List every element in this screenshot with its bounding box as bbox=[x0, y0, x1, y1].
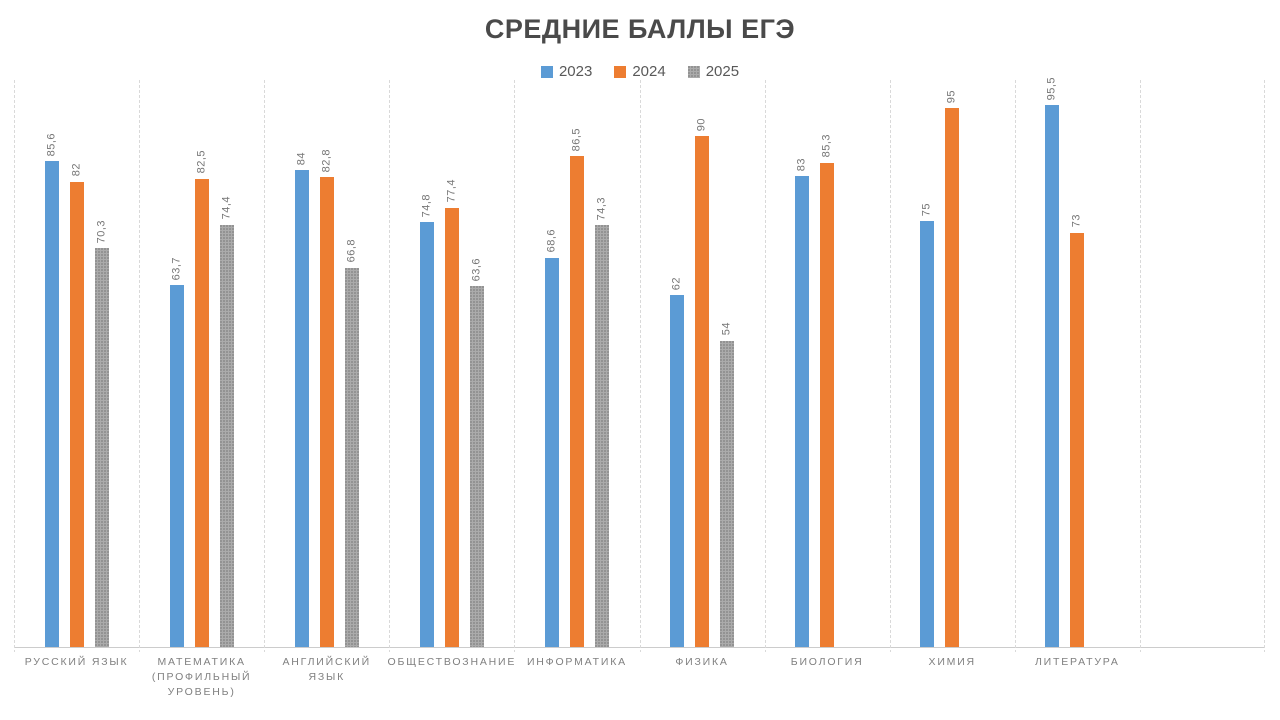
vertical-gridline bbox=[639, 80, 641, 652]
bar-value-label: 83 bbox=[795, 157, 808, 171]
bar-2023: 85,6 bbox=[44, 133, 59, 647]
bar-2024: 95 bbox=[945, 90, 960, 647]
vertical-gridline bbox=[764, 80, 766, 652]
bar-value-label: 74,4 bbox=[220, 196, 233, 220]
bar-value-label: 63,6 bbox=[470, 257, 483, 282]
category-label: ХИМИЯ bbox=[928, 656, 976, 668]
bar-2025: 70,3 bbox=[94, 220, 109, 647]
bar-2024: 86,5 bbox=[569, 128, 584, 647]
vertical-gridline bbox=[514, 80, 516, 652]
bar-value-label: 73 bbox=[1070, 214, 1083, 228]
bar-group: 68,6 86,5 74,3 ИНФОРМАТИКА bbox=[514, 79, 639, 668]
bar-value-label: 54 bbox=[720, 322, 733, 336]
legend-label-2023: 2023 bbox=[558, 63, 593, 80]
bar-2023: 75 bbox=[920, 203, 935, 647]
category-label: МАТЕМАТИКА (ПРОФИЛЬНЫЙ УРОВЕНЬ) bbox=[151, 656, 252, 698]
bar-2023: 84 bbox=[294, 152, 309, 647]
vertical-gridline bbox=[139, 80, 141, 652]
bar-2023: 63,7 bbox=[169, 257, 184, 647]
legend: 2023 2024 2025 bbox=[0, 63, 1280, 80]
legend-item-2023: 2023 bbox=[540, 63, 593, 80]
bar-2025: 63,6 bbox=[469, 258, 484, 647]
bar-2025: 74,4 bbox=[219, 196, 234, 647]
category-label: ФИЗИКА bbox=[675, 656, 729, 668]
legend-swatch-2024-icon bbox=[614, 65, 627, 78]
category-label: ОБЩЕСТВОЗНАНИЕ bbox=[387, 656, 517, 668]
category-label: ИНФОРМАТИКА bbox=[526, 656, 627, 668]
bar-group: 95,5 73 ЛИТЕРАТУРА bbox=[1015, 77, 1140, 668]
bar-value-label: 95,5 bbox=[1045, 76, 1058, 100]
vertical-gridline bbox=[1014, 80, 1016, 652]
bar-value-label: 63,7 bbox=[170, 257, 183, 281]
bar-value-label: 68,6 bbox=[545, 229, 558, 253]
bar-2025: 74,3 bbox=[594, 197, 609, 647]
legend-item-2025: 2025 bbox=[687, 63, 740, 80]
plot-area: 85,6 82 70,3 РУССКИЙ ЯЗЫК 63,7 82,5 74,4 МАТЕМА… bbox=[14, 77, 1265, 698]
bar-group: 83 85,3 БИОЛОГИЯ bbox=[765, 79, 890, 668]
vertical-gridline bbox=[1139, 80, 1141, 652]
bar-2023: 68,6 bbox=[544, 229, 559, 647]
bar-value-label: 66,8 bbox=[345, 239, 358, 263]
bar-2023: 62 bbox=[670, 277, 685, 647]
bar-value-label: 74,8 bbox=[420, 194, 433, 218]
bar-2025: 54 bbox=[720, 322, 735, 647]
bar-2025: 66,8 bbox=[344, 239, 359, 647]
vertical-gridline bbox=[264, 80, 266, 652]
vertical-gridline bbox=[889, 80, 891, 652]
bar-value-label: 85,3 bbox=[820, 134, 833, 158]
legend-item-2024: 2024 bbox=[614, 63, 666, 80]
vertical-gridline bbox=[1264, 80, 1265, 652]
bar-group: 62 90 54 ФИЗИКА bbox=[640, 79, 765, 668]
bar-2024: 82,5 bbox=[194, 150, 209, 647]
category-label: РУССКИЙ ЯЗЫК bbox=[24, 656, 129, 668]
bar-2023: 74,8 bbox=[419, 194, 434, 647]
bar-2024: 73 bbox=[1070, 214, 1085, 647]
category-label: АНГЛИЙСКИЙ ЯЗЫК bbox=[282, 656, 371, 683]
bar-group: 74,8 77,4 63,6 ОБЩЕСТВОЗНАНИЕ bbox=[388, 79, 515, 668]
vertical-gridline bbox=[14, 80, 15, 652]
bar-2024: 77,4 bbox=[444, 179, 459, 647]
bar-value-label: 90 bbox=[695, 117, 708, 132]
bar-value-label: 74,3 bbox=[595, 196, 608, 221]
bar-value-label: 82 bbox=[70, 163, 83, 177]
category-label: ЛИТЕРАТУРА bbox=[1034, 656, 1120, 668]
bar-value-label: 77,4 bbox=[445, 179, 458, 203]
bar-2024: 82,8 bbox=[319, 149, 334, 647]
bar-2024: 90 bbox=[695, 118, 710, 647]
bar-group: 75 95 ХИМИЯ bbox=[890, 79, 1015, 668]
chart-title: СРЕДНИЕ БАЛЛЫ ЕГЭ bbox=[484, 14, 796, 44]
legend-label-2024: 2024 bbox=[632, 63, 666, 80]
bar-2023: 83 bbox=[795, 158, 810, 647]
legend-swatch-2023-icon bbox=[540, 65, 553, 78]
category-label: БИОЛОГИЯ bbox=[790, 656, 864, 668]
bar-2023: 95,5 bbox=[1045, 77, 1060, 647]
bar-value-label: 75 bbox=[920, 203, 933, 217]
bar-value-label: 85,6 bbox=[45, 132, 58, 157]
legend-label-2025: 2025 bbox=[705, 63, 740, 80]
bar-value-label: 82,5 bbox=[195, 150, 208, 174]
bar-group: 63,7 82,5 74,4 МАТЕМАТИКА (ПРОФИЛЬНЫЙ УРОВЕНЬ… bbox=[139, 79, 264, 698]
bar-value-label: 62 bbox=[670, 276, 683, 291]
bar-value-label: 84 bbox=[295, 151, 308, 166]
bar-value-label: 86,5 bbox=[570, 127, 583, 152]
bar-group: 85,6 82 70,3 РУССКИЙ ЯЗЫК bbox=[14, 79, 139, 668]
bar-group: 84 82,8 66,8 АНГЛИЙСКИЙ ЯЗЫК bbox=[264, 79, 389, 683]
vertical-gridline bbox=[389, 80, 391, 652]
bar-2024: 82 bbox=[69, 163, 84, 647]
bar-value-label: 95 bbox=[945, 89, 958, 103]
bar-value-label: 70,3 bbox=[95, 219, 108, 243]
bar-value-label: 82,8 bbox=[320, 148, 333, 173]
legend-swatch-2025-icon bbox=[687, 65, 700, 78]
bar-2024: 85,3 bbox=[820, 134, 835, 647]
